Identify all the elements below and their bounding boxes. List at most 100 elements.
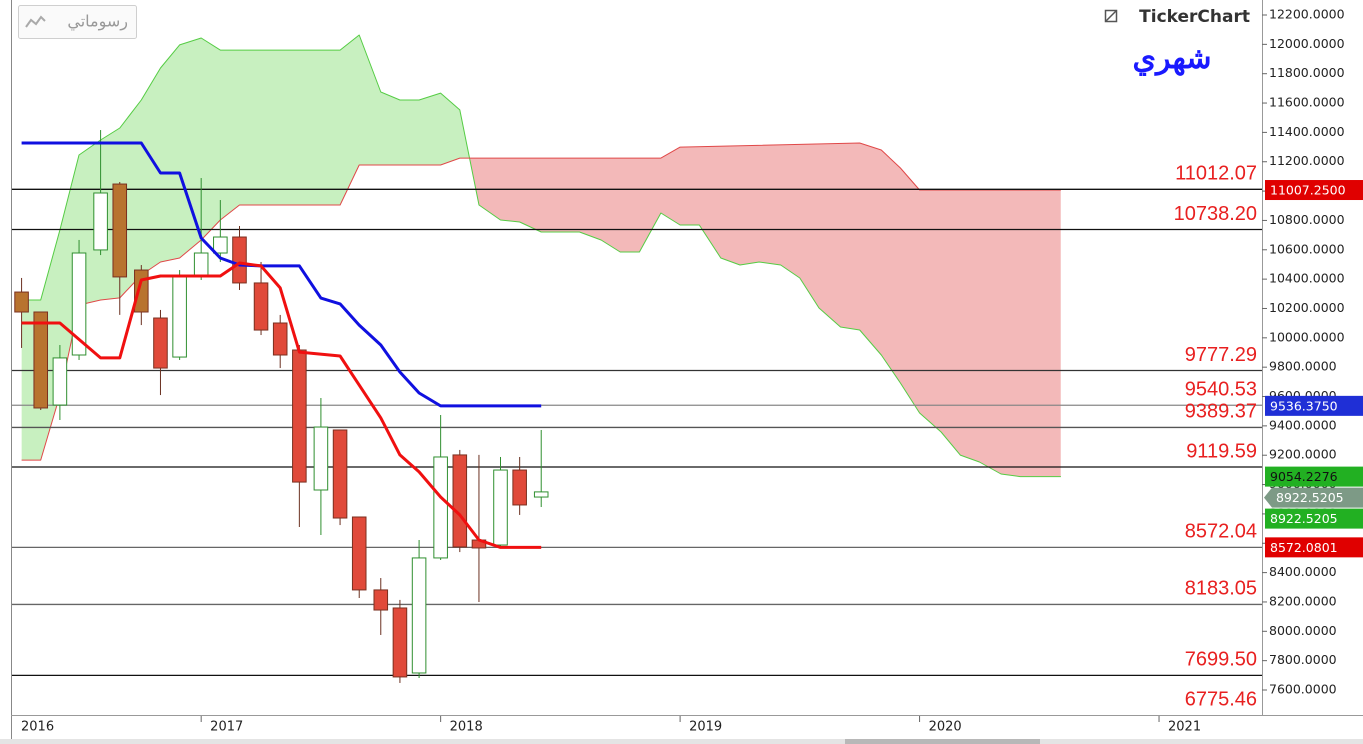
scrollbar-track [0,739,1363,744]
lines-layer [21,141,542,549]
level-label: 9119.59 [1186,440,1257,462]
price-tag: 11007.2500 [1265,180,1363,201]
candle-body [433,456,448,559]
y-tick-label: 11200.0000 [1269,153,1345,168]
candle-body [14,291,29,313]
y-tick-label: 9800.0000 [1269,359,1337,374]
level-label: 7699.50 [1185,649,1257,671]
x-tick-label: 2020 [929,720,962,735]
y-tick-label: 10200.0000 [1269,300,1345,315]
candle-body [332,429,348,519]
y-tick-label: 7800.0000 [1269,652,1337,667]
series-line [21,141,542,408]
candle-body [512,469,527,506]
button-icon [25,15,46,28]
x-tick-label: 2017 [210,720,243,735]
candle-body [292,349,307,483]
logo-icon [1104,9,1118,23]
price-tag: 8922.5205 [1264,487,1363,508]
y-tick-label: 8000.0000 [1269,623,1337,638]
y-tick-label: 7600.0000 [1269,682,1337,697]
candle-body [373,589,389,611]
candle-body [253,282,269,331]
button-label[interactable]: رسوماتي [67,12,128,32]
price-tag: 9054.2276 [1265,466,1363,487]
y-tick-label: 10000.0000 [1269,329,1345,344]
level-label: 9389.37 [1185,401,1257,423]
price-tag-label: 8922.5205 [1270,511,1338,526]
price-tag-label: 8572.0801 [1270,540,1338,555]
candle-body [71,252,87,356]
level-label: 8572.04 [1185,521,1257,543]
level-label: 9777.29 [1185,344,1257,366]
logo-icon-line [1105,10,1117,22]
candle-body [52,357,68,406]
price-tag: 8922.5205 [1265,508,1363,529]
candle-body [153,317,168,369]
y-tick-label: 9200.0000 [1269,447,1337,462]
y-tick-label: 12200.0000 [1269,7,1345,22]
level-label: 6775.46 [1185,688,1257,710]
y-tick-label: 11600.0000 [1269,95,1345,110]
candle-body [232,236,247,284]
candle-body [351,516,367,591]
logo: TickerChart [1104,7,1250,27]
price-tag: 8572.0801 [1265,537,1363,558]
y-tick-label: 11400.0000 [1269,124,1345,139]
candle-body [411,557,427,674]
candle-body [213,236,228,254]
y-tick-label: 10600.0000 [1269,241,1345,256]
price-tag-label: 8922.5205 [1276,490,1344,505]
y-tick-label: 11800.0000 [1269,65,1345,80]
price-tag-box [1265,395,1363,416]
candle-body [272,322,288,356]
y-tick-label: 12000.0000 [1269,36,1345,51]
x-tick-label: 2021 [1168,720,1201,735]
candle-body [313,426,329,491]
series-line [21,34,1061,478]
scrollbar-thumb[interactable] [845,739,1040,744]
candle-body [112,183,128,278]
series-line [21,261,542,549]
chart-title: شهري [1133,41,1212,76]
y-tick-label: 8200.0000 [1269,593,1337,608]
tags-layer: 11007.2500 9536.3750 9054.2276 8922.5205 892… [1264,180,1363,558]
candle-body [193,252,209,278]
price-tag-label: 9536.3750 [1270,398,1338,413]
candle-body [172,276,187,358]
cloud-layer [21,34,1061,478]
price-tag-box [1264,487,1363,508]
level-label: 10738.20 [1174,203,1257,225]
candles-layer [14,130,549,683]
level-label: 9540.53 [1185,379,1257,401]
candle-body [533,491,549,498]
price-tag-label: 11007.2500 [1270,183,1346,198]
x-tick-label: 2019 [689,720,722,735]
candle-body [452,454,468,548]
candle-body [134,269,149,313]
y-tick-label: 10800.0000 [1269,212,1345,227]
candle-body [93,192,108,251]
x-tick-label: 2018 [450,720,483,735]
price-tag-box [1265,508,1363,529]
series-line [21,142,1061,461]
logo-text: TickerChart [1139,7,1250,27]
drawings-button[interactable]: رسوماتي [18,5,137,39]
price-tag-box [1265,180,1363,201]
candle-body [392,607,408,678]
y-tick-label: 9400.0000 [1269,417,1337,432]
price-tag: 9536.3750 [1265,395,1363,416]
candle-body [33,311,49,409]
y-tick-label: 8400.0000 [1269,564,1337,579]
candle-body [493,469,508,546]
button-frame[interactable] [18,5,137,39]
price-tag-box [1265,537,1363,558]
price-tag-label: 9054.2276 [1270,469,1338,484]
price-tag-box [1265,466,1363,487]
x-tick-label: 2016 [21,720,54,735]
level-label: 11012.07 [1175,163,1257,185]
axis-layer: 12200.0000 12000.0000 11800.0000 11600.0000… [21,7,1345,735]
